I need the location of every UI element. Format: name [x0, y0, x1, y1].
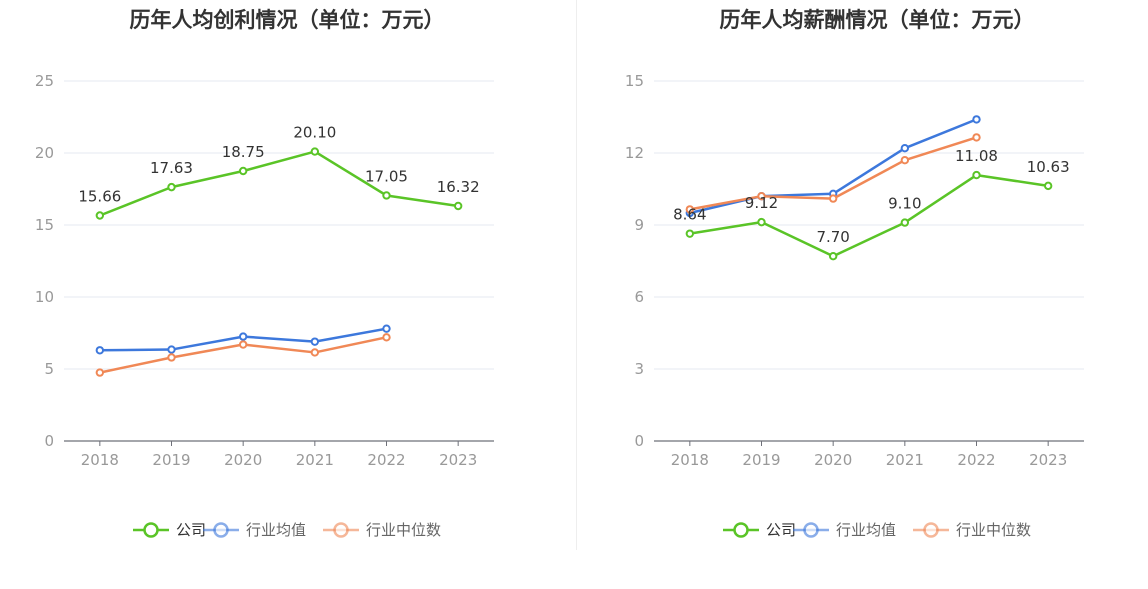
data-label: 11.08: [955, 147, 998, 165]
data-point: [238, 332, 248, 341]
x-tick-label: 2019: [742, 451, 780, 469]
data-point: [310, 348, 320, 357]
data-point: [900, 156, 910, 165]
data-point: [900, 144, 910, 153]
legend-item: 行业均值: [793, 521, 896, 539]
data-point: [685, 229, 695, 238]
data-point: [95, 346, 105, 355]
data-point: [757, 192, 766, 201]
x-tick-label: 2019: [152, 451, 190, 469]
data-point: [900, 218, 910, 227]
legend-marker: [803, 522, 819, 538]
x-tick-label: 2018: [81, 451, 119, 469]
legend-label: 行业均值: [836, 521, 896, 539]
data-point: [972, 170, 981, 180]
data-label: 8.64: [673, 206, 706, 224]
data-label: 9.10: [888, 195, 921, 213]
chart-title: 历年人均薪酬情况（单位：万元）: [719, 8, 1035, 32]
data-label: 15.66: [78, 187, 121, 205]
x-tick-label: 2020: [814, 451, 852, 469]
data-label: 7.70: [816, 228, 849, 246]
panel-divider: [576, 0, 577, 550]
legend-label: 公司: [766, 521, 796, 539]
data-label: 17.63: [150, 159, 193, 177]
legend-marker: [143, 522, 159, 538]
y-tick-label: 3: [634, 360, 644, 378]
x-tick-label: 2023: [1029, 451, 1067, 469]
chart-title: 历年人均创利情况（单位：万元）: [129, 8, 445, 32]
data-point: [828, 194, 838, 203]
data-label: 20.10: [293, 124, 336, 142]
data-point: [453, 201, 463, 211]
legend-marker: [733, 522, 749, 538]
chart-svg: 0 5 10 15 20 25 2018 2019 2020 2021 2022 2023 15.66 1…: [35, 72, 494, 539]
data-point: [382, 333, 391, 342]
chart-panel-profit: 历年人均创利情况（单位：万元） 0 5 10 15 20 25 2018 2019 2020 20…: [35, 8, 494, 539]
data-label: 17.05: [365, 167, 408, 185]
data-point: [167, 353, 176, 362]
legend-label: 公司: [176, 521, 206, 539]
data-point: [310, 337, 320, 346]
y-tick-label: 9: [634, 216, 644, 234]
legend-marker: [923, 522, 939, 538]
x-tick-label: 2021: [886, 451, 924, 469]
legend-label: 行业中位数: [366, 521, 441, 539]
chart-svg: 0 3 6 9 12 15 2018 2019 2020 2021 2022 2023 8.64 9.12…: [625, 72, 1084, 539]
data-point: [1043, 181, 1053, 191]
x-tick-label: 2018: [671, 451, 709, 469]
y-tick-label: 25: [35, 72, 54, 90]
legend-marker: [333, 522, 349, 538]
data-point: [757, 217, 766, 227]
data-point: [238, 166, 248, 176]
x-tick-label: 2020: [224, 451, 262, 469]
data-point: [972, 133, 981, 142]
legend-marker: [213, 522, 229, 538]
y-tick-label: 15: [35, 216, 54, 234]
chart-panel-salary: 历年人均薪酬情况（单位：万元） 0 3 6 9 12 15 2018 2019 2020 2021…: [590, 0, 1148, 589]
y-tick-label: 20: [35, 144, 54, 162]
y-tick-label: 0: [634, 432, 644, 450]
x-tick-label: 2021: [296, 451, 334, 469]
legend-item: 公司: [133, 521, 206, 539]
x-tick-label: 2022: [367, 451, 405, 469]
x-tick-label: 2022: [957, 451, 995, 469]
data-point: [95, 368, 105, 377]
data-point: [972, 115, 981, 124]
data-label: 10.63: [1027, 158, 1070, 176]
y-tick-label: 10: [35, 288, 54, 306]
y-tick-label: 5: [44, 360, 54, 378]
series-line: [689, 173, 1049, 258]
legend-item: 行业中位数: [323, 521, 441, 539]
y-tick-label: 6: [634, 288, 644, 306]
data-point: [310, 147, 320, 156]
x-tick-label: 2023: [439, 451, 477, 469]
data-point: [382, 191, 391, 200]
y-tick-label: 0: [44, 432, 54, 450]
data-point: [167, 182, 176, 192]
data-label: 9.12: [745, 194, 778, 212]
data-point: [95, 211, 105, 220]
legend-item: 行业中位数: [913, 521, 1031, 539]
legend-label: 行业中位数: [956, 521, 1031, 539]
data-point: [238, 340, 248, 349]
data-point: [167, 345, 176, 354]
legend-item: 公司: [723, 521, 796, 539]
legend-label: 行业均值: [246, 521, 306, 539]
y-tick-label: 15: [625, 72, 644, 90]
series-line: [99, 150, 459, 217]
y-tick-label: 12: [625, 144, 644, 162]
data-point: [382, 324, 391, 333]
data-label: 16.32: [437, 178, 480, 196]
data-label: 18.75: [222, 143, 265, 161]
data-point: [828, 252, 838, 261]
legend-item: 行业均值: [203, 521, 306, 539]
data-point: [685, 205, 695, 214]
